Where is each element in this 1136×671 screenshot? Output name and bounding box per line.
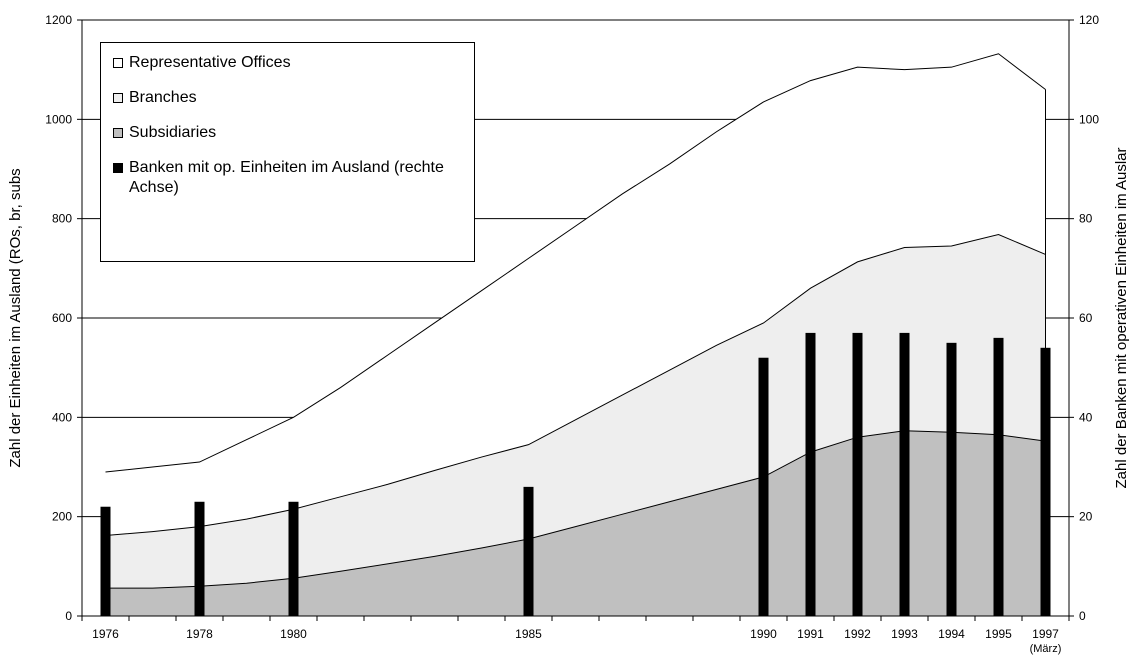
x-tick-label: 1995 — [985, 627, 1012, 641]
y-tick-label: 1000 — [45, 112, 72, 126]
x-tick-label: 1976 — [92, 627, 119, 641]
x-tick-label: 1993 — [891, 627, 918, 641]
bar — [946, 342, 957, 616]
y2-tick-label: 40 — [1079, 410, 1093, 424]
legend-swatch — [113, 93, 123, 103]
x-tick-label: 1997 — [1032, 627, 1059, 641]
bar — [758, 357, 769, 616]
y-tick-label: 800 — [52, 212, 72, 226]
bar — [194, 501, 205, 616]
legend: Representative Offices Branches Subsidiari… — [100, 42, 475, 262]
legend-label: Branches — [129, 89, 197, 106]
y-tick-label: 600 — [52, 311, 72, 325]
legend-swatch — [113, 58, 123, 68]
x-annotation: (März) — [1030, 643, 1062, 655]
x-tick-label: 1985 — [515, 627, 542, 641]
y2-tick-label: 0 — [1079, 609, 1086, 623]
y2-axis-title: Zahl der Banken mit operativen Einheiten… — [1113, 147, 1130, 488]
bar — [523, 486, 534, 616]
y2-tick-label: 80 — [1079, 212, 1093, 226]
area-line — [105, 430, 1046, 589]
y2-tick-label: 60 — [1079, 311, 1093, 325]
y-tick-label: 1200 — [45, 13, 72, 27]
legend-label: Banken mit op. Einheiten im Ausland (rec… — [129, 159, 444, 196]
legend-item: Representative Offices — [113, 53, 462, 73]
x-tick-label: 1994 — [938, 627, 965, 641]
bar — [899, 332, 910, 616]
bar — [993, 337, 1004, 616]
y2-tick-label: 100 — [1079, 112, 1099, 126]
area-line — [105, 234, 1046, 537]
x-tick-label: 1991 — [797, 627, 824, 641]
y-tick-label: 200 — [52, 510, 72, 524]
y2-tick-label: 20 — [1079, 510, 1093, 524]
x-tick-label: 1992 — [844, 627, 871, 641]
legend-item: Subsidiaries — [113, 123, 462, 143]
bar — [288, 501, 299, 616]
x-tick-label: 1978 — [186, 627, 213, 641]
legend-item: Branches — [113, 88, 462, 108]
bar — [805, 332, 816, 616]
bar — [1040, 347, 1051, 616]
y-tick-label: 0 — [65, 609, 72, 623]
legend-item: Banken mit op. Einheiten im Ausland (rec… — [113, 158, 462, 198]
x-tick-label: 1990 — [750, 627, 777, 641]
y-axis-title: Zahl der Einheiten im Ausland (ROs, br, … — [7, 168, 24, 467]
area-line — [105, 53, 1046, 473]
legend-swatch — [113, 128, 123, 138]
legend-label: Representative Offices — [129, 54, 291, 71]
y-tick-label: 400 — [52, 410, 72, 424]
legend-swatch — [113, 163, 123, 173]
legend-label: Subsidiaries — [129, 124, 217, 141]
bar — [852, 332, 863, 616]
y2-tick-label: 120 — [1079, 13, 1099, 27]
bar — [100, 506, 111, 616]
x-tick-label: 1980 — [280, 627, 307, 641]
